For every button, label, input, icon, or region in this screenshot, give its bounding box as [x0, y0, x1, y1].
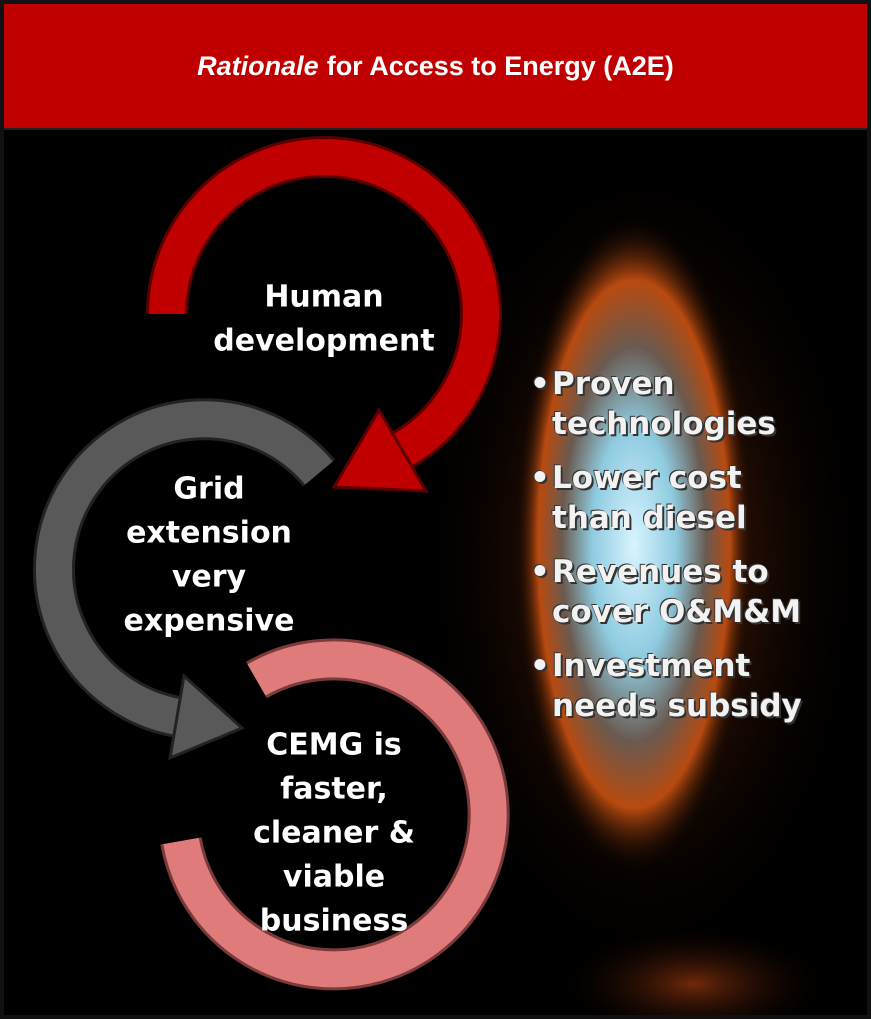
node-label: development: [213, 324, 434, 359]
bullet-list: Proven technologies Lower cost than diese…: [526, 364, 826, 740]
node-label: faster,: [280, 772, 388, 807]
node-label: viable: [283, 860, 385, 895]
node-label: Grid: [173, 472, 244, 507]
title: for Access to Energy (A2E): [327, 51, 674, 82]
node-label: Human: [264, 280, 383, 315]
bullet: Investment needs subsidy: [526, 646, 826, 726]
bullet: Proven technologies: [526, 364, 826, 444]
node-label: expensive: [124, 604, 295, 639]
title-emphasis: Rationale: [197, 51, 319, 82]
node-label: CEMG is: [266, 728, 402, 763]
header: Rationale for Access to Energy (A2E): [4, 4, 867, 130]
slide: Human development Grid extension very expensi…: [0, 0, 871, 1019]
node-label: business: [260, 904, 408, 939]
bullet: Lower cost than diesel: [526, 458, 826, 538]
bullet: Revenues to cover O&M&M: [526, 552, 826, 632]
node-label: very: [172, 560, 247, 595]
node-label: cleaner &: [253, 816, 415, 851]
node-label: extension: [126, 516, 292, 551]
